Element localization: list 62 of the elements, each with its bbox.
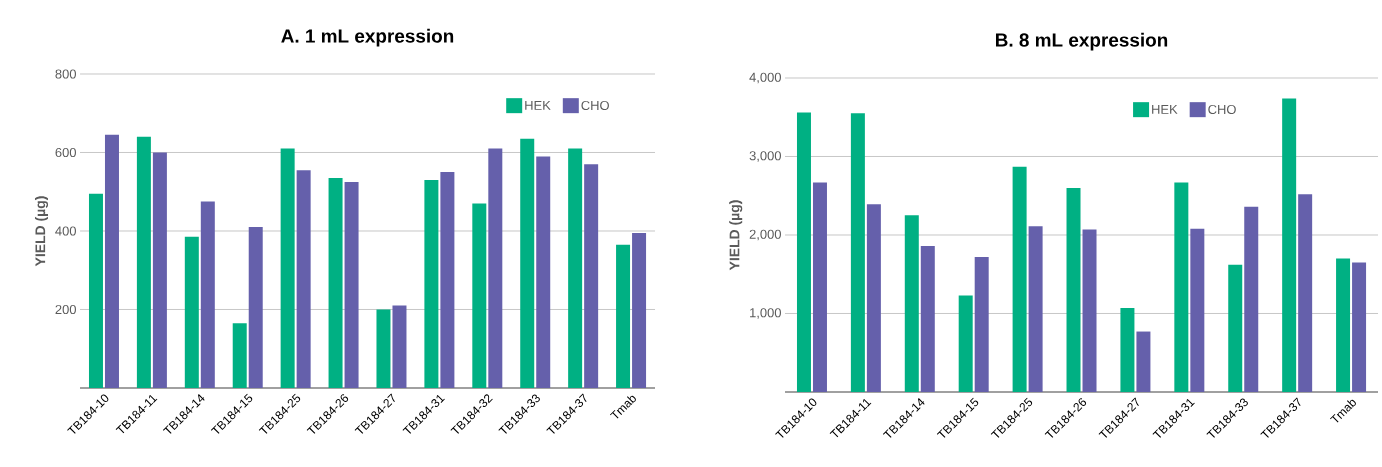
y-tick-label: 2,000 <box>749 229 781 241</box>
bar <box>472 203 487 388</box>
bar <box>904 215 919 392</box>
bar <box>920 245 935 392</box>
chart-title: A. 1 mL expression <box>281 28 454 47</box>
bar <box>88 193 103 388</box>
bar <box>568 148 583 388</box>
bar <box>280 148 295 388</box>
bar <box>136 136 151 388</box>
chart-title: B. 8 mL expression <box>995 32 1168 51</box>
bar <box>200 201 215 388</box>
y-tick-label: 3,000 <box>749 151 781 162</box>
y-tick-label: 600 <box>55 147 76 158</box>
y-axis-title: YIELD (µg) <box>34 196 49 267</box>
bar <box>1298 194 1313 392</box>
bar <box>344 181 359 388</box>
legend-label: CHO <box>581 100 609 111</box>
y-tick-label: 1,000 <box>750 308 781 319</box>
bar <box>632 232 647 388</box>
bar <box>392 305 407 388</box>
y-tick-label: 4,000 <box>749 72 781 84</box>
bar <box>1066 187 1081 392</box>
bar <box>248 227 263 388</box>
bar <box>1136 331 1151 392</box>
bar <box>376 309 391 388</box>
bar <box>520 138 535 388</box>
bar <box>1174 182 1189 392</box>
bar <box>1190 228 1205 392</box>
bar <box>104 134 119 388</box>
bar <box>812 182 827 392</box>
legend-label: HEK <box>1152 104 1178 114</box>
bar <box>424 179 439 388</box>
bar <box>1120 307 1135 392</box>
bar <box>850 113 865 392</box>
bar <box>152 152 167 388</box>
bar <box>536 156 551 388</box>
bar <box>796 112 811 392</box>
bar <box>1028 226 1043 392</box>
y-tick-label: 800 <box>55 69 76 79</box>
y-tick-label: 400 <box>55 226 76 236</box>
bar <box>584 164 599 388</box>
bar <box>232 323 247 388</box>
bar <box>616 244 631 388</box>
bar <box>866 204 881 392</box>
bar <box>1352 262 1367 392</box>
legend-label: HEK <box>525 100 551 110</box>
bar <box>1282 98 1297 392</box>
bar <box>184 236 199 388</box>
bar <box>1336 258 1351 392</box>
bar <box>1082 229 1097 392</box>
bar <box>296 170 311 388</box>
bar <box>488 148 503 388</box>
bar <box>1012 166 1027 392</box>
bar <box>328 178 343 388</box>
bar <box>440 172 455 388</box>
bar <box>958 295 973 392</box>
y-tick-label: 200 <box>55 304 76 315</box>
bar <box>1244 206 1259 392</box>
legend-label: CHO <box>1208 104 1236 115</box>
y-axis-title: YIELD (µg) <box>729 200 743 271</box>
bar <box>1228 264 1243 392</box>
bar <box>974 256 989 392</box>
